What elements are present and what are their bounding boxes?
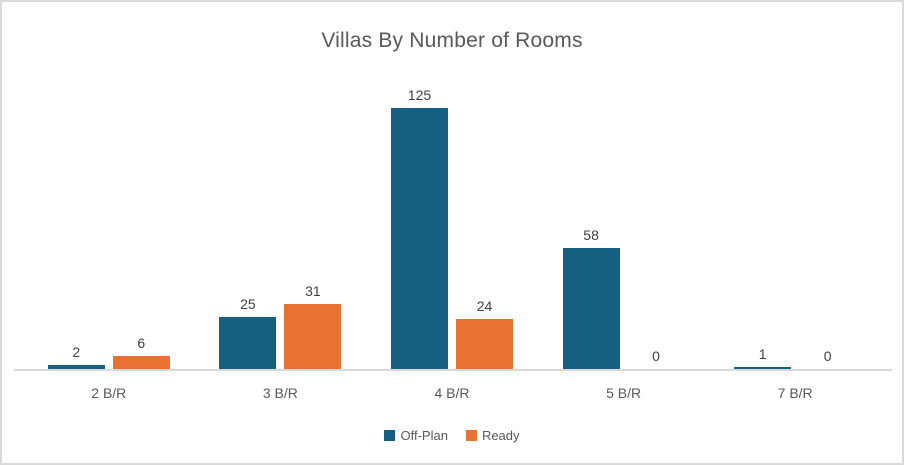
bar-unit: 0 (628, 348, 685, 369)
legend-item[interactable]: Ready (465, 428, 520, 443)
bar-value-label: 24 (476, 298, 493, 314)
chart-title: Villas By Number of Rooms (321, 29, 583, 52)
bar-unit: 0 (799, 348, 856, 369)
legend-swatch-icon (465, 430, 477, 441)
bar-group: 25 31 (195, 283, 367, 369)
bar[interactable] (390, 108, 448, 369)
bar-unit: 125 (390, 87, 448, 369)
bar-value-label: 1 (758, 346, 767, 362)
bar[interactable] (112, 356, 170, 369)
bar[interactable] (455, 319, 513, 369)
category-label: 4 B/R (434, 385, 470, 401)
category-label: 3 B/R (262, 385, 298, 401)
bar[interactable] (562, 248, 620, 369)
bar-value-label: 25 (240, 296, 256, 312)
legend-item[interactable]: Off-Plan (384, 428, 448, 443)
bar[interactable] (219, 317, 277, 369)
bar-value-label: 0 (652, 348, 660, 364)
category-label: 2 B/R (91, 385, 127, 401)
bar-unit: 58 (562, 227, 620, 369)
legend-label: Ready (481, 428, 520, 443)
bar-unit: 1 (734, 346, 792, 369)
legend-label: Off-Plan (400, 428, 448, 443)
bar[interactable] (284, 304, 342, 369)
bar-value-label: 31 (305, 283, 321, 299)
bar-group: 58 0 (538, 227, 710, 369)
legend: Off-Plan Ready (2, 428, 902, 443)
x-axis-category-row: 2 B/R 3 B/R 4 B/R 5 B/R 7 B/R (23, 385, 881, 401)
bar-unit: 25 (219, 296, 277, 369)
bar-unit: 2 (47, 344, 105, 369)
bar-value-label: 6 (137, 335, 146, 351)
plot-area: 2 6 25 31 125 24 58 0 1 0 (23, 80, 881, 369)
bar[interactable] (47, 365, 105, 369)
bar[interactable] (734, 367, 792, 369)
x-axis-line (14, 369, 892, 371)
bar-value-label: 0 (823, 348, 832, 364)
bar-unit: 24 (455, 298, 513, 369)
bar-value-label: 58 (583, 227, 599, 243)
bar-group: 125 24 (366, 87, 538, 369)
bar-value-label: 2 (72, 344, 81, 360)
bar-value-label: 125 (407, 87, 432, 103)
category-label: 7 B/R (777, 385, 813, 401)
legend-swatch-icon (384, 430, 396, 441)
bar-unit: 31 (284, 283, 342, 369)
category-label: 5 B/R (606, 385, 642, 401)
bar-unit: 6 (112, 335, 170, 369)
